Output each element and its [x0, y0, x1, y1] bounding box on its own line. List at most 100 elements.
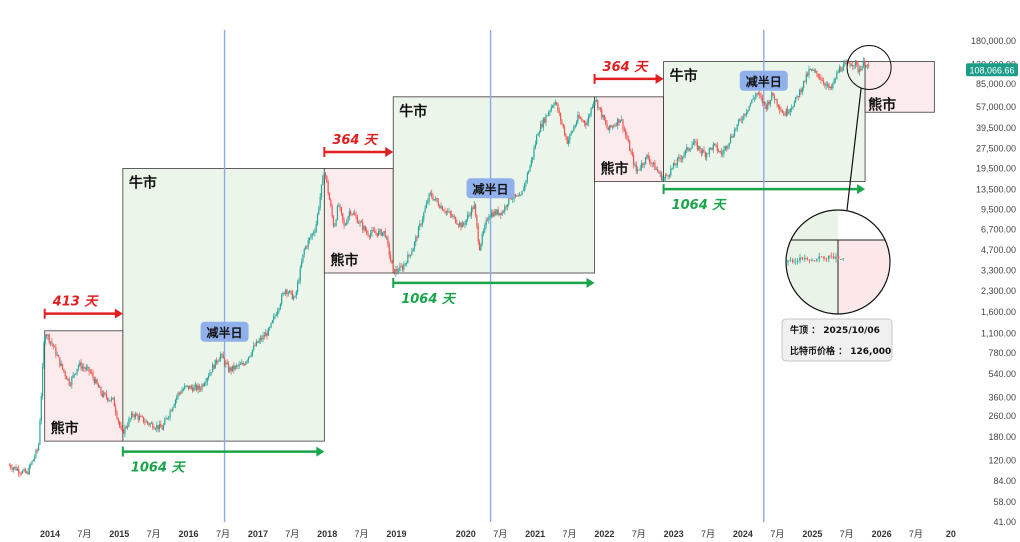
candle-body-80 [115, 406, 117, 413]
current-price-tag [966, 63, 1018, 77]
candle-body-64 [93, 377, 95, 384]
candle-body-138 [192, 387, 194, 392]
candle-body-258 [351, 214, 353, 215]
candle-body-139 [193, 386, 195, 392]
candle-body-414 [558, 111, 560, 113]
candle-body-567 [761, 97, 764, 103]
candle-body-542 [728, 142, 730, 146]
candle-body-332 [449, 211, 451, 215]
candle-body-205 [281, 295, 283, 305]
candle-body-31 [49, 341, 52, 343]
candle-body-369 [498, 212, 501, 215]
candle-body-576 [773, 95, 776, 100]
candle-body-343 [464, 223, 466, 225]
candle-body-352 [476, 215, 478, 227]
candle-body-532 [715, 143, 717, 146]
halving-badge-0 [200, 321, 249, 342]
candle-body-449 [605, 120, 607, 124]
candle-body-411 [554, 102, 556, 105]
candle-body-493 [663, 178, 665, 180]
candle-body-166 [229, 367, 231, 372]
candle-body-110 [154, 428, 157, 430]
candle-body-315 [427, 201, 429, 204]
candle-body-403 [544, 118, 546, 123]
zoom-body-10 [811, 260, 813, 262]
candle-body-22 [38, 444, 40, 451]
candle-body-208 [285, 289, 287, 294]
candle-body-345 [467, 215, 469, 220]
x-tick-16: 7月 [632, 529, 646, 539]
candle-body-288 [391, 259, 393, 264]
candle-body-509 [684, 150, 687, 155]
candle-body-202 [277, 310, 279, 315]
candle-body-600 [805, 73, 807, 82]
candle-body-594 [797, 96, 799, 97]
y-tick-20: 120.00 [988, 455, 1016, 465]
candle-body-118 [165, 418, 167, 420]
candle-body-502 [675, 164, 677, 166]
candle-body-2 [11, 467, 13, 470]
candle-body-413 [557, 104, 559, 112]
y-axis: 180,000.00120,000.0085,000.0057,000.0039… [966, 36, 1018, 527]
candle-body-25 [42, 366, 44, 397]
candle-body-319 [432, 196, 434, 201]
candle-body-337 [456, 222, 458, 225]
candle-body-450 [606, 123, 608, 128]
candle-body-462 [622, 119, 624, 129]
candle-body-104 [146, 421, 149, 424]
candle-body-122 [170, 410, 173, 412]
candle-body-222 [303, 249, 305, 255]
x-tick-13: 2021 [525, 529, 545, 539]
candle-body-61 [89, 371, 92, 373]
duration-arrows: 413 天 364 天 364 天 1064 天 1064 天 1064 天 [43, 60, 866, 476]
x-tick-19: 2024 [733, 529, 753, 539]
candle-body-374 [505, 206, 507, 208]
zoom-body-1 [789, 259, 792, 261]
y-tick-16: 540.00 [988, 369, 1016, 379]
zoom-body-16 [825, 258, 828, 260]
candle-body-367 [496, 209, 498, 215]
candle-body-342 [463, 223, 465, 225]
candle-body-387 [522, 190, 524, 192]
candle-body-216 [295, 291, 297, 297]
zoom-body-6 [801, 257, 804, 260]
candle-body-141 [196, 384, 198, 391]
candle-body-212 [290, 290, 292, 292]
candle-body-250 [340, 207, 343, 214]
candle-body-492 [662, 178, 664, 181]
candle-body-416 [561, 120, 563, 124]
candle-body-376 [508, 195, 510, 205]
candle-body-307 [416, 237, 418, 238]
candle-body-497 [668, 175, 671, 177]
candle-body-445 [599, 107, 602, 110]
zoom-body-4 [796, 260, 799, 262]
candle-body-292 [396, 268, 398, 272]
candle-body-280 [380, 229, 382, 236]
candle-body-60 [88, 367, 90, 372]
candle-body-323 [437, 201, 439, 206]
candle-body-410 [553, 104, 555, 107]
candle-body-604 [810, 69, 813, 71]
candle-body-228 [311, 233, 313, 237]
candle-body-504 [678, 157, 680, 159]
candle-body-115 [161, 427, 163, 430]
candle-body-418 [563, 127, 566, 135]
candle-body-249 [339, 205, 341, 208]
y-tick-2: 85,000.00 [976, 79, 1016, 89]
candle-body-305 [413, 242, 416, 249]
candle-body-422 [569, 134, 571, 140]
candle-body-304 [412, 248, 414, 252]
candle-body-537 [722, 153, 724, 155]
candle-body-151 [209, 372, 211, 376]
candle-body-318 [431, 192, 433, 197]
candle-body-14 [27, 471, 29, 475]
candle-body-483 [650, 162, 652, 164]
candle-body-468 [630, 150, 632, 152]
candle-body-238 [324, 173, 327, 176]
candle-body-601 [807, 73, 809, 76]
candle-body-574 [771, 92, 773, 100]
candle-body-156 [215, 359, 218, 363]
candle-body-271 [368, 235, 370, 237]
candle-body-371 [501, 211, 503, 216]
candle-body-176 [242, 362, 244, 365]
